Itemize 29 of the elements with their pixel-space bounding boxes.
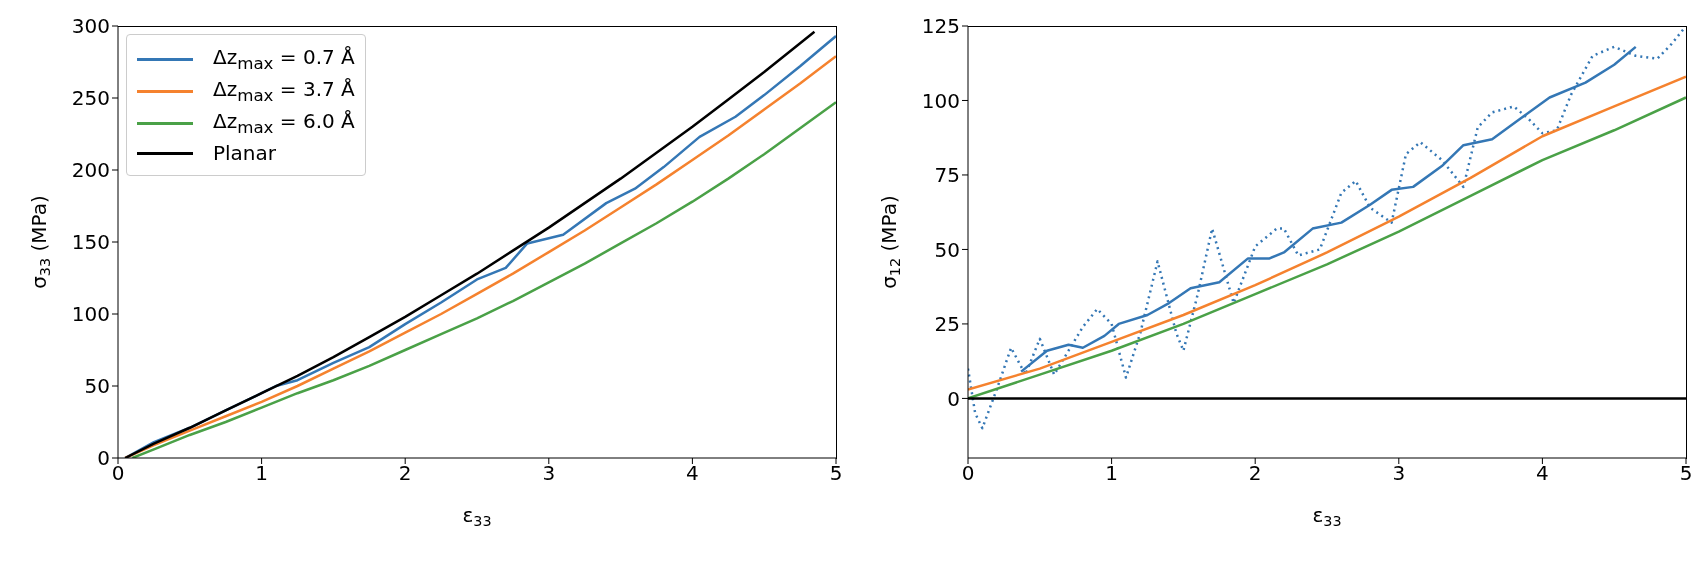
y-tick-label: 250 xyxy=(71,86,110,111)
x-tick-label: 5 xyxy=(829,461,843,486)
y-tick-label: 125 xyxy=(921,14,960,39)
y-tick-label: 200 xyxy=(71,158,110,183)
y-tick-label: 0 xyxy=(947,386,960,411)
y-tick-label: 100 xyxy=(921,88,960,113)
legend-label: Planar xyxy=(213,141,277,165)
x-tick-label: 4 xyxy=(686,461,699,486)
y-tick-label: 100 xyxy=(71,302,110,327)
y-tick-label: 50 xyxy=(934,237,960,262)
y-tick-label: 150 xyxy=(71,230,110,255)
y-tick-label: 300 xyxy=(71,14,110,39)
x-tick-label: 5 xyxy=(1679,461,1693,486)
x-tick-label: 2 xyxy=(398,461,412,486)
x-axis-title: ε$_{33}$ xyxy=(462,503,492,529)
line-series xyxy=(1019,45,1637,373)
legend-label: Δz$_{max}$ = 3.7 Å xyxy=(213,77,355,105)
x-tick-label: 4 xyxy=(1536,461,1549,486)
x-tick-label: 3 xyxy=(1392,461,1406,486)
legend-label: Δz$_{max}$ = 0.7 Å xyxy=(213,45,355,73)
x-tick-label: 3 xyxy=(542,461,556,486)
x-tick-label: 2 xyxy=(1248,461,1262,486)
legend-label: Δz$_{max}$ = 6.0 Å xyxy=(213,109,355,137)
x-tick-label: 1 xyxy=(255,461,268,486)
y-tick-label: 25 xyxy=(934,312,960,337)
x-axis-title: ε$_{33}$ xyxy=(1312,503,1342,529)
y-tick-label: 75 xyxy=(934,163,960,188)
y-tick-label: 50 xyxy=(84,374,110,399)
x-tick-label: 1 xyxy=(1105,461,1118,486)
